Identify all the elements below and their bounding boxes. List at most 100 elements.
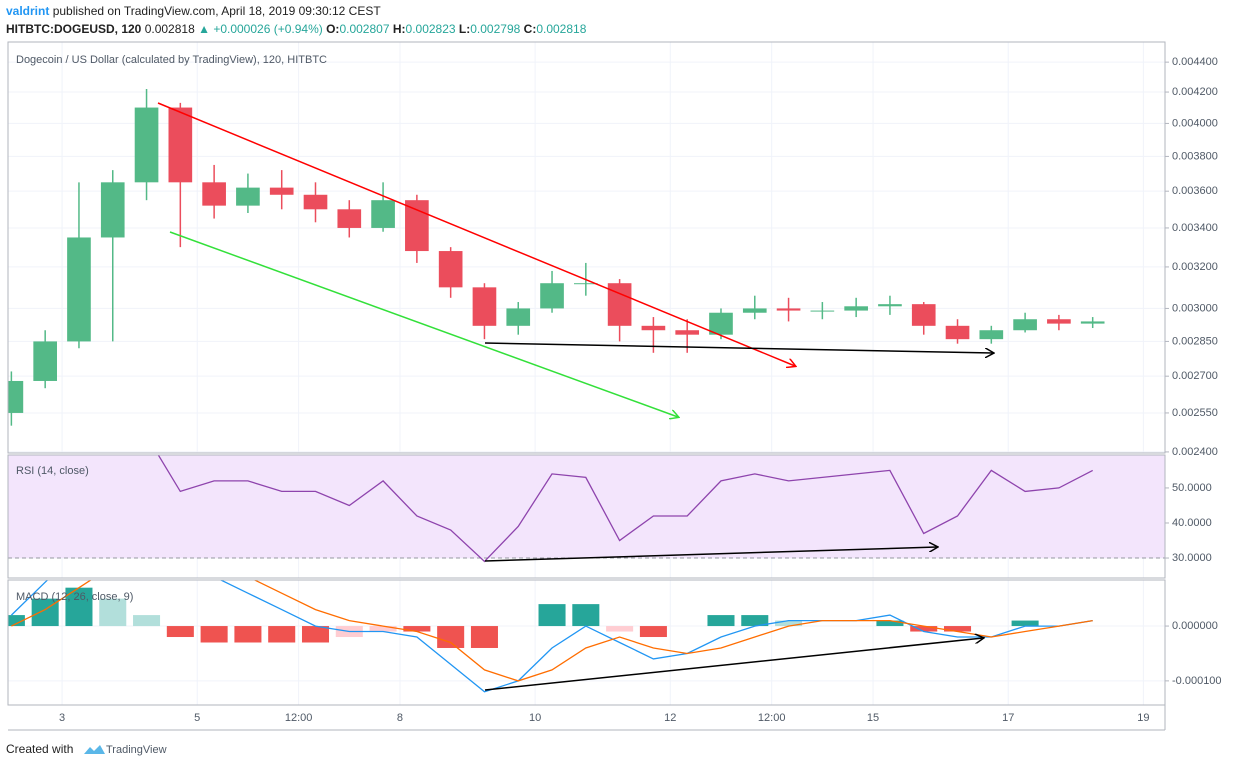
- candle-body: [810, 310, 835, 312]
- candle-body: [979, 330, 1004, 340]
- histogram-bar: [234, 626, 262, 643]
- trend-line: [169, 231, 678, 417]
- candle-body: [405, 200, 429, 252]
- candle-body: [878, 304, 902, 307]
- y-tick-label: 50.0000: [1172, 482, 1212, 494]
- candle-body: [303, 194, 328, 210]
- x-tick-label: 12: [664, 712, 676, 724]
- candle-body: [8, 380, 24, 413]
- x-tick-label: 3: [59, 712, 65, 724]
- y-tick-label: 0.000000: [1172, 620, 1218, 632]
- x-tick-label: 12:00: [285, 712, 313, 724]
- x-tick-label: 12:00: [758, 712, 786, 724]
- trend-line: [484, 342, 993, 353]
- candle-body: [607, 283, 632, 326]
- y-tick-label: 0.003000: [1172, 302, 1218, 314]
- l-label: L:: [459, 22, 470, 36]
- y-tick-label: 0.003400: [1172, 222, 1218, 234]
- y-tick-label: 0.002700: [1172, 370, 1218, 382]
- y-tick-label: 0.003800: [1172, 150, 1218, 162]
- y-tick-label: 0.003600: [1172, 185, 1218, 197]
- candle-body: [540, 283, 564, 309]
- x-tick-label: 15: [867, 712, 879, 724]
- candle-body: [1047, 319, 1071, 324]
- histogram-bar: [572, 604, 600, 627]
- y-tick-label: 0.002550: [1172, 407, 1218, 419]
- x-tick-label: 17: [1002, 712, 1014, 724]
- y-tick-label: 0.002850: [1172, 335, 1218, 347]
- h: 0.002823: [406, 22, 456, 36]
- histogram-bar: [99, 598, 127, 627]
- candle-body: [573, 283, 598, 285]
- last: 0.002818: [145, 22, 195, 36]
- histogram-bar: [944, 626, 972, 632]
- candle-body: [236, 187, 260, 206]
- candle-body: [168, 107, 193, 183]
- y-tick-label: 0.004400: [1172, 56, 1218, 68]
- candle-body: [776, 308, 801, 311]
- histogram-bar: [876, 620, 904, 627]
- logo: [84, 745, 105, 754]
- histogram-bar: [775, 620, 803, 627]
- candle-body: [134, 107, 159, 183]
- candle-body: [1080, 321, 1105, 324]
- c-label: C:: [524, 22, 537, 36]
- pane-frame: [7, 41, 1166, 454]
- macd-line: [11, 580, 1093, 682]
- drawings: [157, 102, 993, 691]
- brand[interactable]: TradingView: [106, 744, 167, 756]
- histogram-bar: [8, 615, 25, 627]
- c: 0.002818: [536, 22, 586, 36]
- histogram-bar: [741, 615, 769, 627]
- pane-marks: [8, 455, 1165, 563]
- pane-title: MACD (12, 26, close, 9): [16, 591, 133, 603]
- change: ▲ +0.000026 (+0.94%): [198, 22, 323, 36]
- candle-body: [945, 325, 970, 340]
- l: 0.002798: [470, 22, 520, 36]
- frames: [7, 41, 1166, 731]
- symbol: HITBTC:DOGEUSD, 120: [6, 22, 142, 36]
- y-tick-label: 0.004000: [1172, 117, 1218, 129]
- y-tick-label: 0.003200: [1172, 261, 1218, 273]
- pane-title: RSI (14, close): [16, 465, 89, 477]
- histogram-bar: [538, 604, 566, 627]
- histogram-bar: [707, 615, 735, 627]
- trend-line: [484, 547, 937, 562]
- x-tick-label: 19: [1137, 712, 1149, 724]
- marks: [8, 89, 1165, 693]
- candle-body: [472, 287, 497, 326]
- candle-body: [371, 200, 395, 228]
- histogram-bar: [301, 626, 330, 643]
- histogram-bar: [369, 626, 397, 632]
- pane-frame: [7, 579, 1166, 706]
- published: published on TradingView.com, April 18, …: [53, 4, 382, 18]
- histogram-bar: [606, 626, 634, 632]
- histogram-bar: [200, 626, 228, 643]
- h-label: H:: [393, 22, 406, 36]
- histogram-bar: [639, 626, 667, 638]
- trend-line: [157, 102, 795, 366]
- trend-line: [484, 638, 983, 691]
- histogram-bar: [133, 615, 161, 627]
- header-line: valdrint published on TradingView.com, A…: [6, 4, 381, 18]
- y-tick-label: 30.0000: [1172, 552, 1212, 564]
- pane-frame: [7, 454, 1166, 579]
- candle-body: [742, 308, 767, 313]
- pane-title: Dogecoin / US Dollar (calculated by Trad…: [16, 54, 327, 66]
- histogram-bar: [910, 626, 938, 632]
- y-tick-label: 40.0000: [1172, 517, 1212, 529]
- candle-body: [844, 306, 868, 311]
- y-tick-label: 0.004200: [1172, 86, 1218, 98]
- candle-body: [1013, 319, 1037, 331]
- candle-body: [641, 325, 666, 331]
- author[interactable]: valdrint: [6, 4, 49, 18]
- macd-line: [10, 580, 1093, 693]
- histogram-bar: [1011, 620, 1039, 627]
- histogram-bar: [437, 626, 465, 648]
- candle-body: [911, 304, 936, 326]
- footer: Created with: [6, 742, 73, 756]
- y-tick-label: 0.002400: [1172, 446, 1218, 458]
- histogram-bar: [268, 626, 296, 643]
- x-tick-label: 8: [397, 712, 403, 724]
